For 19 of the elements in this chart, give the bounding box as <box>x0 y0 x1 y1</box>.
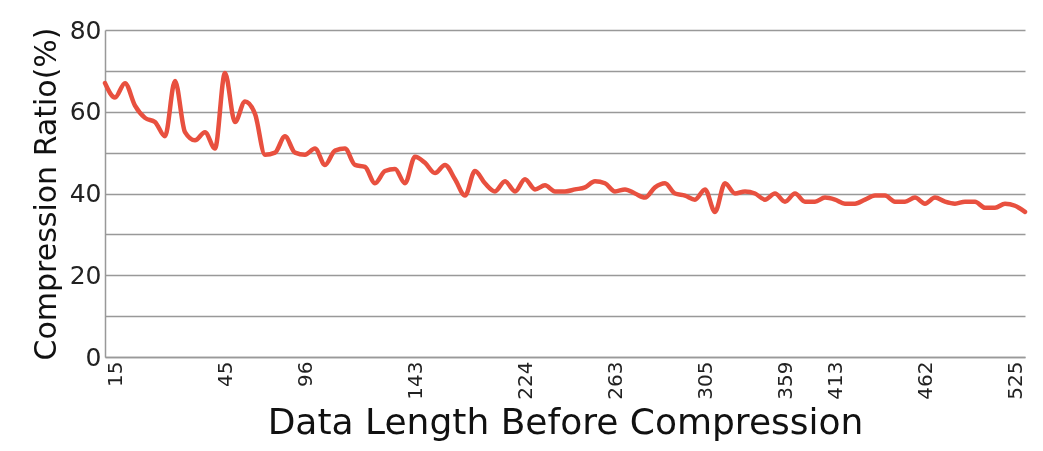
x-tick-label: 143 <box>402 361 427 400</box>
y-tick-label: 0 <box>85 342 102 372</box>
y-tick-label: 40 <box>69 179 102 208</box>
x-tick-label: 15 <box>102 361 127 387</box>
x-tick-label: 96 <box>292 361 317 387</box>
x-tick-label: 525 <box>1002 361 1027 400</box>
x-axis-title: Data Length Before Compression <box>267 400 864 442</box>
x-tick-label: 413 <box>822 361 847 400</box>
x-tick-label: 45 <box>212 361 237 387</box>
y-tick-label: 60 <box>69 97 102 127</box>
x-tick-label: 224 <box>512 361 537 400</box>
x-tick-label: 462 <box>912 361 937 400</box>
x-tick-label: 305 <box>692 361 717 400</box>
y-tick-label: 80 <box>69 15 102 45</box>
x-tick-label: 263 <box>602 361 627 400</box>
y-axis-title: Compression Ratio(%) <box>27 27 63 361</box>
y-tick-label: 20 <box>69 260 102 290</box>
line-series <box>102 70 1028 215</box>
x-tick-label: 359 <box>772 361 797 400</box>
